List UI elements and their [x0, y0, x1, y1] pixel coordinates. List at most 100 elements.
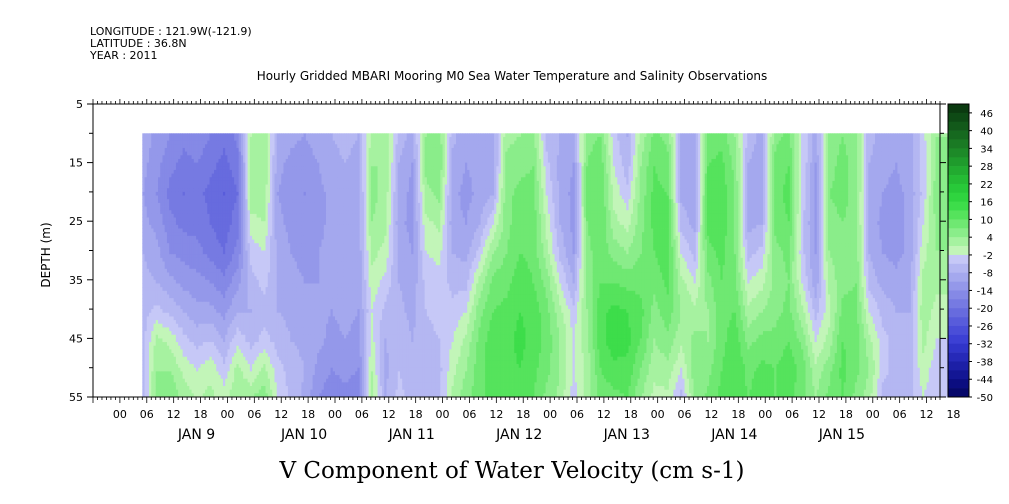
contour-cell — [198, 338, 201, 342]
contour-cell — [259, 269, 262, 273]
contour-cell — [167, 320, 170, 324]
contour-cell — [227, 320, 230, 324]
contour-cell — [288, 152, 291, 156]
contour-cell — [167, 305, 170, 309]
contour-cell — [227, 203, 230, 207]
contour-cell — [259, 357, 262, 361]
contour-cell — [167, 144, 170, 148]
contour-cell — [227, 188, 230, 192]
contour-cell — [227, 243, 230, 247]
contour-cell — [259, 382, 262, 386]
contour-cell — [288, 133, 291, 137]
contour-cell — [288, 148, 291, 152]
contour-cell — [259, 313, 262, 317]
contour-cell — [167, 331, 170, 335]
contour-cell — [227, 335, 230, 339]
contour-cell — [167, 177, 170, 181]
contour-cell — [198, 170, 201, 174]
contour-cell — [167, 203, 170, 207]
contour-cell — [167, 155, 170, 159]
contour-cell — [288, 382, 291, 386]
contour-cell — [227, 163, 230, 167]
contour-cell — [167, 368, 170, 372]
contour-cell — [167, 316, 170, 320]
contour-cell — [198, 185, 201, 189]
contour-cell — [259, 177, 262, 181]
contour-cell — [259, 247, 262, 251]
contour-cell — [288, 302, 291, 306]
contour-cell — [288, 269, 291, 273]
contour-cell — [198, 214, 201, 218]
contour-cell — [227, 291, 230, 295]
contour-cell — [167, 254, 170, 258]
contour-cell — [288, 210, 291, 214]
contour-cell — [288, 137, 291, 141]
contour-cell — [259, 305, 262, 309]
contour-cell — [259, 287, 262, 291]
contour-cell — [198, 240, 201, 244]
contour-cell — [259, 144, 262, 148]
contour-cell — [259, 221, 262, 225]
contour-cell — [259, 210, 262, 214]
contour-cell — [167, 258, 170, 262]
contour-cell — [259, 331, 262, 335]
contour-cell — [288, 291, 291, 295]
contour-cell — [259, 199, 262, 203]
contour-cell — [227, 148, 230, 152]
contour-cell — [198, 364, 201, 368]
contour-cell — [288, 276, 291, 280]
contour-cell — [167, 243, 170, 247]
contour-cell — [167, 137, 170, 141]
contour-cell — [259, 335, 262, 339]
contour-cell — [198, 163, 201, 167]
contour-cell — [288, 368, 291, 372]
contour-cell — [288, 177, 291, 181]
contour-cell — [259, 371, 262, 375]
contour-cell — [198, 305, 201, 309]
contour-cell — [167, 346, 170, 350]
contour-cell — [198, 291, 201, 295]
contour-cell — [167, 353, 170, 357]
contour-cell — [167, 375, 170, 379]
contour-cell — [198, 251, 201, 255]
contour-cell — [288, 141, 291, 145]
contour-cell — [167, 298, 170, 302]
contour-cell — [227, 185, 230, 189]
contour-cell — [198, 309, 201, 313]
contour-cell — [198, 371, 201, 375]
contour-cell — [227, 251, 230, 255]
contour-cell — [167, 192, 170, 196]
contour-cell — [259, 386, 262, 390]
contour-cell — [259, 166, 262, 170]
contour-cell — [259, 324, 262, 328]
contour-cell — [198, 327, 201, 331]
contour-cell — [198, 298, 201, 302]
contour-cell — [259, 141, 262, 145]
contour-cell — [227, 174, 230, 178]
contour-cell — [259, 218, 262, 222]
contour-cell — [198, 218, 201, 222]
contour-cell — [259, 291, 262, 295]
contour-cell — [198, 155, 201, 159]
contour-cell — [288, 309, 291, 313]
contour-cell — [227, 144, 230, 148]
contour-cell — [198, 254, 201, 258]
contour-cell — [167, 360, 170, 364]
contour-cell — [198, 261, 201, 265]
contour-cell — [259, 309, 262, 313]
contour-cell — [288, 221, 291, 225]
contour-cell — [198, 199, 201, 203]
contour-cell — [227, 338, 230, 342]
contour-cell — [227, 166, 230, 170]
contour-cell — [259, 240, 262, 244]
contour-cell — [227, 386, 230, 390]
contour-cell — [227, 272, 230, 276]
contour-cell — [288, 155, 291, 159]
chart-title: Hourly Gridded MBARI Mooring M0 Sea Wate… — [257, 69, 768, 83]
contour-cell — [198, 283, 201, 287]
contour-cell — [167, 283, 170, 287]
contour-cell — [198, 360, 201, 364]
contour-cell — [198, 229, 201, 233]
contour-cell — [227, 327, 230, 331]
contour-cell — [198, 152, 201, 156]
